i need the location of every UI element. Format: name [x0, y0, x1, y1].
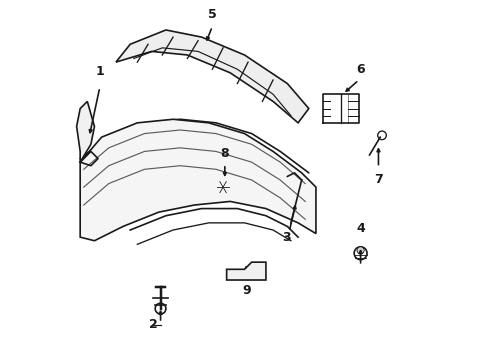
Polygon shape	[226, 262, 265, 280]
Text: 1: 1	[95, 65, 104, 78]
Polygon shape	[80, 119, 315, 241]
Text: 7: 7	[373, 173, 382, 186]
Text: 3: 3	[282, 231, 290, 244]
Text: 5: 5	[207, 8, 216, 21]
Text: 4: 4	[355, 222, 364, 235]
Text: 9: 9	[242, 284, 250, 297]
Text: 6: 6	[356, 63, 364, 76]
Polygon shape	[77, 102, 94, 162]
Polygon shape	[116, 30, 308, 123]
Circle shape	[218, 183, 227, 192]
Circle shape	[356, 247, 364, 254]
Text: 2: 2	[149, 318, 158, 331]
Text: 8: 8	[220, 147, 229, 160]
